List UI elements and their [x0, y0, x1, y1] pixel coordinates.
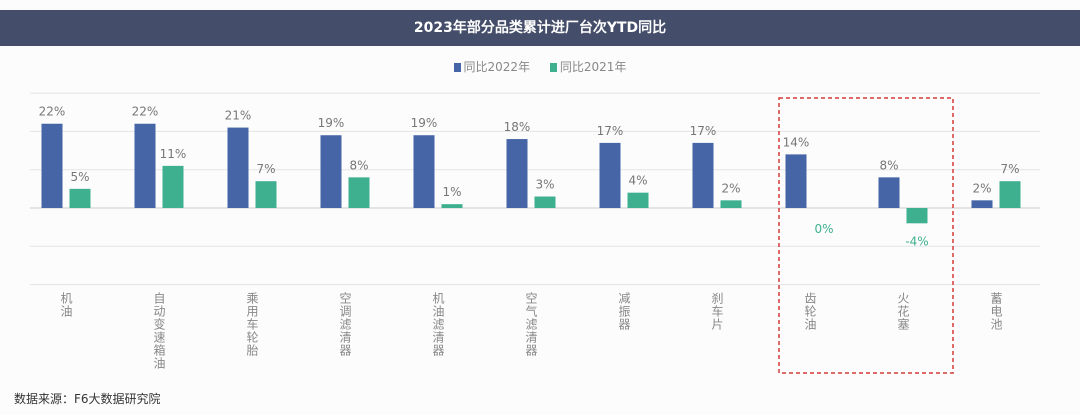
bar-1 — [971, 200, 993, 208]
bar-2 — [255, 181, 277, 208]
data-label: 17% — [597, 124, 624, 138]
data-label: 8% — [879, 158, 898, 172]
bar-2 — [627, 192, 649, 208]
bar-2 — [906, 208, 928, 224]
bar-2 — [720, 200, 742, 208]
bar-1 — [692, 142, 714, 208]
data-label: 7% — [1000, 162, 1019, 176]
category-label: 减振器 — [617, 292, 631, 331]
data-label: 22% — [132, 105, 159, 119]
bar-1 — [506, 139, 528, 208]
data-label: 19% — [318, 116, 345, 130]
highlight-box — [778, 97, 954, 374]
data-label: 2% — [721, 181, 740, 195]
data-label: 22% — [39, 105, 66, 119]
legend-label: 同比2021年 — [559, 60, 627, 74]
category-label: 自动变速箱油 — [152, 292, 166, 370]
legend-item-series1: 同比2022年 — [453, 58, 531, 75]
data-label: 7% — [256, 162, 275, 176]
bar-1 — [599, 142, 621, 208]
legend: 同比2022年 同比2021年 — [0, 58, 1080, 75]
data-label: 0% — [814, 222, 833, 236]
data-label: 1% — [442, 185, 461, 199]
data-label: 19% — [411, 116, 438, 130]
bar-1 — [413, 135, 435, 208]
bar-2 — [348, 177, 370, 208]
bar-2 — [534, 196, 556, 208]
bar-1 — [227, 127, 249, 208]
category-label: 齿轮油 — [803, 292, 817, 331]
data-label: 3% — [535, 178, 554, 192]
bar-2 — [162, 165, 184, 208]
bar-2 — [999, 181, 1021, 208]
category-label: 蓄电池 — [989, 292, 1003, 331]
legend-swatch — [453, 63, 461, 72]
bar-2 — [69, 188, 91, 208]
data-label: 5% — [70, 170, 89, 184]
bar-1 — [41, 123, 63, 208]
category-label: 机油 — [59, 292, 73, 318]
bar-1 — [785, 154, 807, 208]
data-label: 17% — [690, 124, 717, 138]
data-label: 18% — [504, 120, 531, 134]
data-label: 2% — [972, 181, 991, 195]
category-label: 空调滤清器 — [338, 292, 352, 357]
category-label: 乘用车轮胎 — [245, 292, 259, 357]
category-label: 空气滤清器 — [524, 292, 538, 357]
category-label: 机油滤清器 — [431, 292, 445, 357]
bar-2 — [441, 204, 463, 208]
data-label: 8% — [349, 158, 368, 172]
data-label: 4% — [628, 174, 647, 188]
legend-swatch — [549, 63, 557, 72]
category-label: 刹车片 — [710, 292, 724, 331]
chart-title: 2023年部分品类累计进厂台次YTD同比 — [0, 10, 1080, 46]
data-label: 21% — [225, 109, 252, 123]
legend-item-series2: 同比2021年 — [549, 58, 627, 75]
bar-1 — [320, 135, 342, 208]
data-label: 11% — [160, 147, 187, 161]
source-note: 数据来源：F6大数据研究院 — [14, 392, 161, 406]
data-label: -4% — [905, 234, 928, 248]
category-label: 火花塞 — [896, 292, 910, 331]
legend-label: 同比2022年 — [463, 60, 531, 74]
data-label: 14% — [783, 135, 810, 149]
bar-1 — [134, 123, 156, 208]
bar-1 — [878, 177, 900, 208]
